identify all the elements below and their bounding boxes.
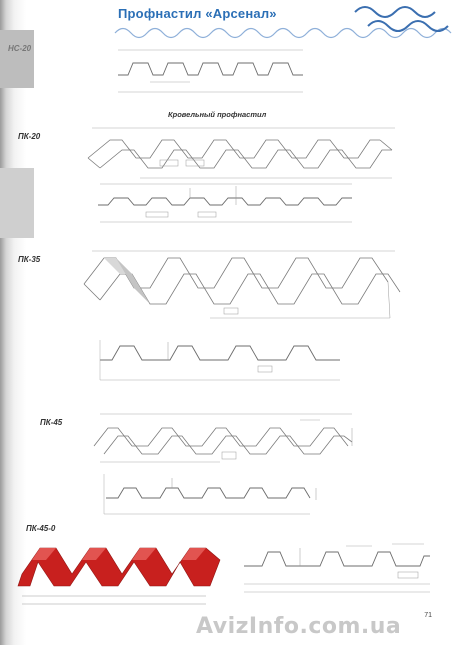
profile-label-pk45-0: ПК-45-0	[26, 524, 56, 533]
watermark: AvizInfo.com.ua	[196, 614, 402, 639]
page-number: 71	[424, 612, 432, 619]
profile-pk20-3d-drawing	[87, 127, 395, 179]
profile-pk45-0-red-sheet	[17, 547, 221, 605]
title-wave-decoration	[114, 6, 452, 39]
profile-pk45-3d-drawing	[93, 413, 353, 463]
profile-label-pk35: ПК-35	[18, 255, 41, 264]
profile-pk20-section-drawing	[98, 183, 352, 223]
profile-pk35-3d-drawing	[83, 250, 401, 319]
profile-label-hs20: НС-20	[8, 44, 32, 53]
profile-pk35-section-drawing	[99, 340, 340, 381]
profile-label-pk20: ПК-20	[18, 132, 41, 141]
profile-pk45-section-drawing	[103, 474, 317, 515]
profile-pk45-0-section-drawing	[244, 543, 430, 593]
side-tab-lower	[0, 168, 34, 238]
page-title: Профнастил «Арсенал»	[118, 6, 277, 21]
profile-label-pk45: ПК-45	[40, 418, 63, 427]
side-tab-upper	[0, 30, 34, 88]
section-title: Кровельный профнастил	[168, 110, 267, 119]
profile-hs20-drawing	[118, 49, 303, 93]
